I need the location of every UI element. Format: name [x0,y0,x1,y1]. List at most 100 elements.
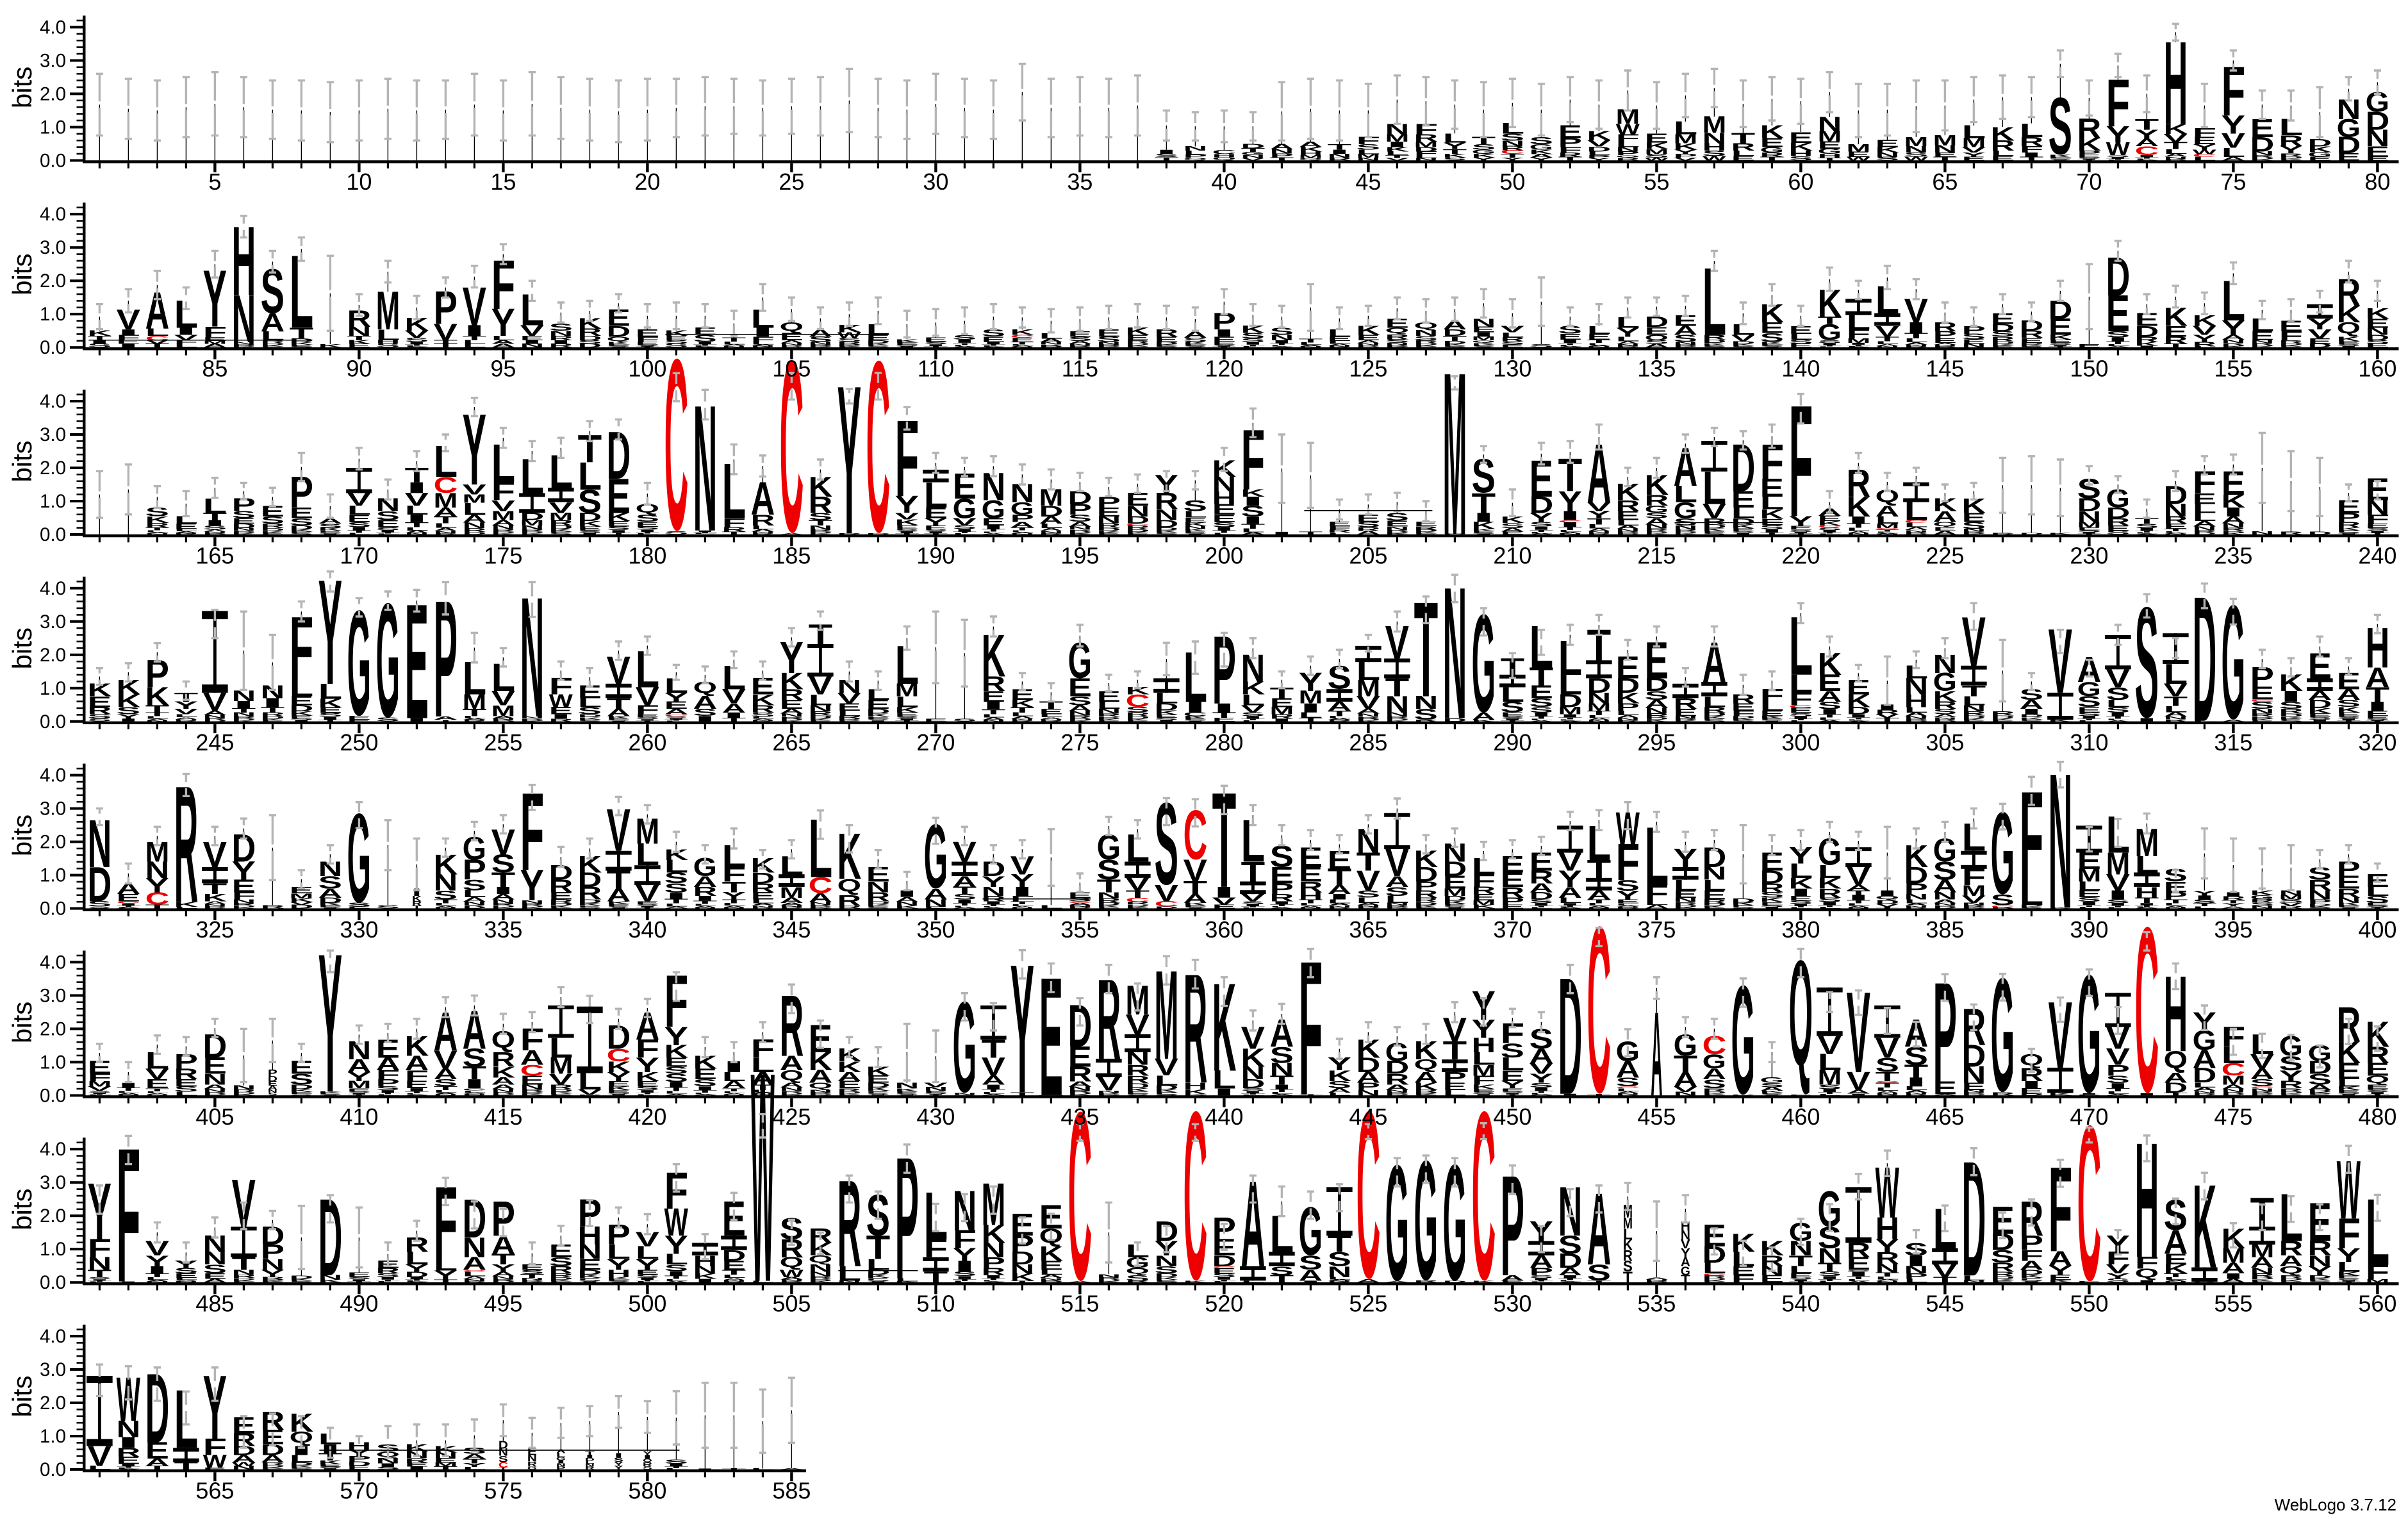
svg-text:0.0: 0.0 [40,1459,66,1480]
svg-text:I: I [1328,149,1351,156]
svg-text:S: S [290,533,313,535]
svg-text:S: S [636,526,659,531]
svg-text:S: S [1443,347,1467,348]
svg-text:S: S [1558,324,1582,336]
svg-text:S: S [1501,340,1524,345]
svg-text:R: R [2164,158,2188,161]
svg-text:I: I [895,346,919,348]
svg-text:T: T [1501,153,1525,159]
svg-text:T: T [1010,526,1035,531]
svg-text:E: E [2020,336,2043,344]
svg-text:A: A [953,346,977,348]
svg-text:K: K [2308,145,2332,154]
svg-text:L: L [405,345,429,347]
svg-text:N: N [809,524,833,530]
svg-text:T: T [2164,140,2188,151]
svg-text:E: E [2308,156,2332,161]
svg-text:510: 510 [916,1291,955,1317]
svg-text:A: A [809,327,833,339]
svg-text:E: E [2193,135,2216,147]
svg-text:1.0: 1.0 [40,304,66,325]
svg-text:D: D [232,532,256,534]
svg-text:N: N [1155,506,1179,524]
svg-text:G: G [982,495,1005,524]
svg-text:T: T [1299,338,1323,344]
svg-text:I: I [2049,160,2072,161]
svg-text:585: 585 [772,1477,811,1503]
svg-text:0.0: 0.0 [40,1272,66,1293]
svg-text:W: W [1645,156,1669,161]
svg-text:S: S [1703,149,1726,158]
svg-text:K: K [1155,530,1179,533]
svg-text:V: V [2222,129,2246,153]
svg-text:L: L [2164,148,2188,156]
svg-text:D: D [1097,527,1121,532]
svg-text:T: T [895,533,919,535]
svg-text:I: I [693,342,717,345]
svg-text:N: N [1357,156,1381,161]
svg-text:L: L [520,285,545,335]
svg-text:S: S [290,346,313,348]
svg-text:N: N [405,533,429,535]
svg-text:S: S [1270,326,1294,337]
svg-text:K: K [520,533,545,535]
svg-text:A: A [1847,347,1871,348]
svg-text:K: K [1472,153,1496,158]
svg-text:N: N [1933,144,1958,155]
svg-text:K: K [1731,343,1756,346]
svg-text:R: R [1703,333,1727,341]
svg-text:H: H [376,339,400,345]
svg-text:S: S [2366,340,2389,345]
svg-text:570: 570 [340,1477,378,1503]
svg-text:S: S [837,336,861,343]
svg-text:P: P [1962,323,1986,336]
svg-text:T: T [1155,156,1179,161]
svg-text:P: P [1587,154,1611,159]
svg-text:2.0: 2.0 [40,83,66,104]
svg-text:150: 150 [2070,356,2108,382]
svg-text:P: P [578,1192,602,1236]
svg-text:R: R [232,530,256,533]
svg-text:E: E [1731,155,1755,162]
svg-text:S: S [664,343,688,349]
svg-text:K: K [1299,145,1323,153]
svg-text:T: T [463,335,487,342]
svg-text:355: 355 [1060,916,1099,943]
svg-text:A: A [2135,160,2159,161]
svg-text:S: S [664,531,688,536]
svg-text:K: K [607,511,631,524]
svg-text:N: N [1674,342,1698,345]
svg-text:G: G [1530,143,1553,151]
svg-text:R: R [1097,344,1121,347]
svg-text:L: L [953,345,977,347]
svg-text:F: F [722,516,746,531]
svg-text:bits: bits [7,627,37,669]
svg-text:N: N [1962,343,1986,349]
svg-text:V: V [1731,333,1755,343]
svg-text:L: L [1501,331,1525,339]
svg-text:Y: Y [924,516,948,527]
svg-text:V: V [405,328,429,340]
svg-text:4.0: 4.0 [40,17,66,38]
svg-text:D: D [1155,518,1179,529]
svg-text:T: T [636,531,660,534]
svg-text:S: S [809,511,832,522]
svg-text:K: K [1760,342,1785,345]
svg-text:E: E [1731,345,1755,347]
svg-text:D: D [1674,345,1698,347]
svg-text:D: D [1097,345,1121,347]
svg-text:V: V [491,497,516,515]
svg-text:Y: Y [1443,140,1467,151]
svg-text:A: A [2077,649,2102,690]
svg-text:E: E [924,524,948,530]
svg-text:E: E [1385,316,1409,331]
svg-text:E: E [2279,346,2303,347]
svg-text:I: I [376,529,400,533]
svg-text:L: L [2106,343,2131,347]
svg-text:S: S [1068,335,1092,342]
svg-text:L: L [2135,158,2159,160]
svg-text:575: 575 [484,1477,522,1503]
svg-text:I: I [2135,154,2159,158]
svg-text:P: P [1183,153,1207,158]
svg-text:R: R [174,534,199,535]
